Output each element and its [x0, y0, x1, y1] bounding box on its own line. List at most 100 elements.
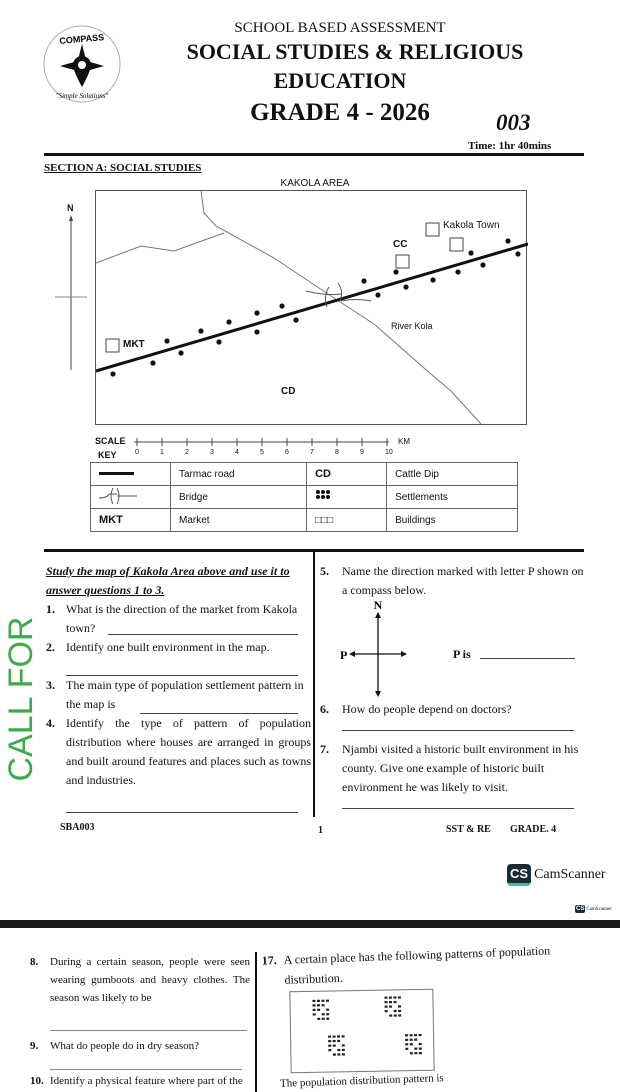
assessment-title: SCHOOL BASED ASSESSMENT: [234, 20, 446, 36]
question-number: 2.: [46, 640, 55, 654]
answer-line-8[interactable]: [50, 1030, 247, 1031]
building-icon: [395, 254, 410, 269]
question-number: 6.: [320, 702, 329, 716]
north-label: N: [67, 203, 74, 213]
map-key-table: Tarmac road CD Cattle Dip Bridge Settlem…: [90, 462, 518, 532]
scale-tick-label: 1: [160, 449, 164, 456]
p-is-label: P is: [453, 647, 471, 661]
subject-title: SOCIAL STUDIES & RELIGIOUS: [186, 39, 524, 64]
population-cluster: [312, 999, 330, 1020]
building-icon: [425, 222, 440, 237]
camscanner-brand: CamScanner: [586, 906, 612, 912]
question-number: 3.: [46, 678, 55, 692]
question-text: How do people depend on doctors?: [342, 702, 512, 716]
question-number: 5.: [320, 564, 329, 578]
tarmac-road-symbol: [99, 472, 134, 476]
map-label-cd: CD: [281, 386, 296, 397]
question-number: 1.: [46, 602, 55, 616]
scale-tick-label: 7: [310, 449, 314, 456]
answer-line-9[interactable]: [50, 1069, 242, 1070]
compass-p: P: [340, 648, 347, 662]
scale-tick-label: 2: [185, 449, 189, 456]
answer-line-7[interactable]: [342, 808, 574, 809]
question-9: 9. What do people do in dry season?: [30, 1038, 250, 1054]
tributary: [95, 232, 225, 264]
map-label-mkt: MKT: [123, 339, 145, 350]
settlement-dot: [515, 251, 521, 257]
footer-grade: GRADE. 4: [510, 824, 557, 835]
settlement-dot: [178, 350, 184, 356]
answer-line-4[interactable]: [66, 812, 298, 813]
question-10: 10. Identify a physical feature where par…: [30, 1074, 250, 1088]
building-icon: [105, 338, 120, 353]
question-1: 1. What is the direction of the market fr…: [46, 600, 311, 638]
answer-line-3[interactable]: [140, 713, 298, 714]
compass-logo: COMPASS "Simple Solutions": [40, 22, 124, 106]
question-number: 9.: [30, 1040, 39, 1052]
camscanner-watermark-small: CS CamScanner: [575, 905, 612, 913]
settlements-symbol-icon: [316, 489, 331, 499]
kakola-map: Kakola Town CC River Kola MKT CD: [95, 190, 529, 425]
bridge-symbol-icon: [98, 487, 137, 504]
question-text: What do people do in dry season?: [50, 1040, 200, 1052]
settlement-dot: [293, 317, 299, 323]
question-number: 7.: [320, 742, 329, 756]
population-pattern-figure: [289, 988, 435, 1074]
side-watermark-text: CALL FOR: [2, 616, 40, 782]
north-arrow-icon: [55, 215, 87, 370]
header-rule: [44, 153, 584, 156]
settlement-dot: [254, 329, 260, 335]
answer-line-5[interactable]: [480, 658, 575, 659]
answer-line-1[interactable]: [108, 634, 298, 635]
scale-tick-label: 0: [135, 449, 139, 456]
question-text: The main type of population settlement p…: [66, 678, 304, 711]
settlement-dot: [505, 238, 511, 244]
key-symbol: □□□: [306, 508, 388, 532]
camscanner-badge-icon: CS: [575, 905, 586, 913]
building-icon: [449, 237, 464, 252]
subject-title-2: EDUCATION: [273, 68, 407, 93]
camscanner-watermark: CS CamScanner: [507, 864, 606, 886]
question-17: 17. A certain place has the following pat…: [261, 939, 582, 990]
question-2: 2. Identify one built environment in the …: [46, 638, 311, 676]
bridge-icon: [305, 282, 372, 308]
footer-subject: SST & RE: [446, 824, 491, 835]
question-3: 3. The main type of population settlement…: [46, 676, 311, 714]
question-text: Njambi visited a historic built environm…: [342, 742, 579, 794]
compass-n: N: [374, 598, 383, 612]
questions-left: 1. What is the direction of the market fr…: [46, 600, 311, 790]
camscanner-brand: CamScanner: [534, 867, 606, 882]
question-text: During a certain season, people were see…: [50, 956, 250, 1004]
settlement-dot: [455, 269, 461, 275]
population-cluster: [328, 1035, 345, 1056]
settlement-dot: [403, 284, 409, 290]
key-meaning: Buildings: [386, 508, 518, 532]
map-label-cc: CC: [393, 239, 408, 250]
paper-code: 003: [496, 110, 531, 135]
question-text: Name the direction marked with letter P …: [342, 564, 584, 597]
question-text: A certain place has the following patter…: [283, 943, 551, 987]
key-meaning: Bridge: [169, 485, 308, 509]
settlement-dot: [361, 278, 367, 284]
settlement-dot: [468, 250, 474, 256]
question-text: What is the direction of the market from…: [66, 602, 298, 635]
answer-line-2[interactable]: [66, 675, 298, 676]
camscanner-badge-icon: CS: [507, 864, 532, 886]
answer-line-6[interactable]: [342, 730, 574, 731]
scale-tick-label: 6: [285, 449, 289, 456]
svg-text:COMPASS: COMPASS: [59, 32, 105, 46]
scale-unit: KM: [398, 437, 410, 446]
settlement-dot: [226, 319, 232, 325]
compass-diagram: N P: [340, 598, 407, 697]
scale-tick-label: 9: [360, 449, 364, 456]
instructions: Study the map of Kakola Area above and u…: [46, 564, 290, 597]
settlement-dot: [150, 360, 156, 366]
settlement-dot: [480, 262, 486, 268]
section-heading: SECTION A: SOCIAL STUDIES: [44, 162, 202, 174]
question-number: 4.: [46, 716, 55, 730]
map-title: KAKOLA AREA: [280, 178, 350, 189]
scale-tick-label: 8: [335, 449, 339, 456]
key-symbol: CD: [306, 462, 388, 486]
question-7: 7. Njambi visited a historic built enviro…: [320, 740, 585, 797]
page-separator: [0, 920, 620, 928]
